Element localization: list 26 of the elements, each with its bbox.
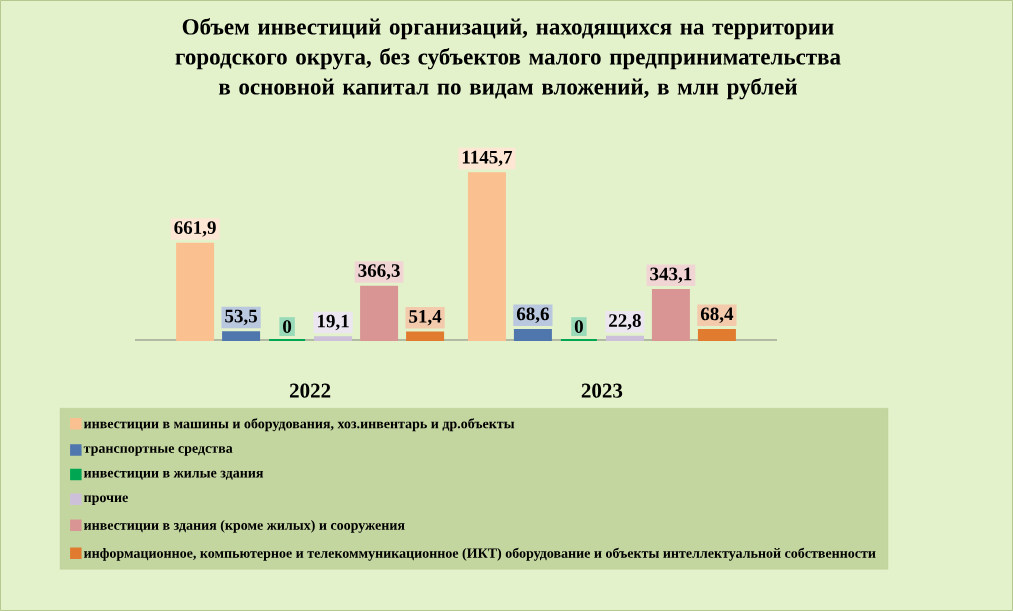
bar [651,289,690,341]
data-label: 1145,7 [462,150,513,167]
legend-label: транспортные средства [83,446,233,456]
legend-label: инвестиции в жилые здания [83,470,264,480]
bar [513,329,552,341]
bar [314,336,353,341]
legend-label: информационное, компьютерное и телекоммуникационное (ИКТ) оборудование и объекты интеллектуальной собственности [83,547,876,561]
legend-label: инвестиции в здания (кроме жилых) и сооружения [83,519,405,533]
data-label: 343,1 [650,267,692,284]
data-label: 53,5 [225,309,258,326]
data-label: 0 [283,320,292,333]
bar [605,335,644,341]
legend-label: прочие [83,495,128,505]
x-tick-label: 2023 [581,383,623,398]
legend-label: инвестиции в машины и оборудования, хоз.инвентарь и др.объекты [83,418,515,432]
data-label: 68,6 [516,307,549,324]
chart-title: Объем инвестиций организаций, находящихся на территории городского округа, без субъектов малого предпринимательства в основной капитал по видам вложений, в млн рублей [175,17,841,100]
data-label: 366,3 [358,264,400,280]
data-label: 0 [574,320,583,333]
data-label: 661,9 [174,221,216,237]
data-label: 22,8 [609,314,641,330]
data-label: 19,1 [317,314,349,331]
x-tick-label: 2022 [289,383,331,398]
data-label: 68,4 [700,307,734,324]
bar [697,329,736,341]
data-label: 51,4 [409,310,442,326]
